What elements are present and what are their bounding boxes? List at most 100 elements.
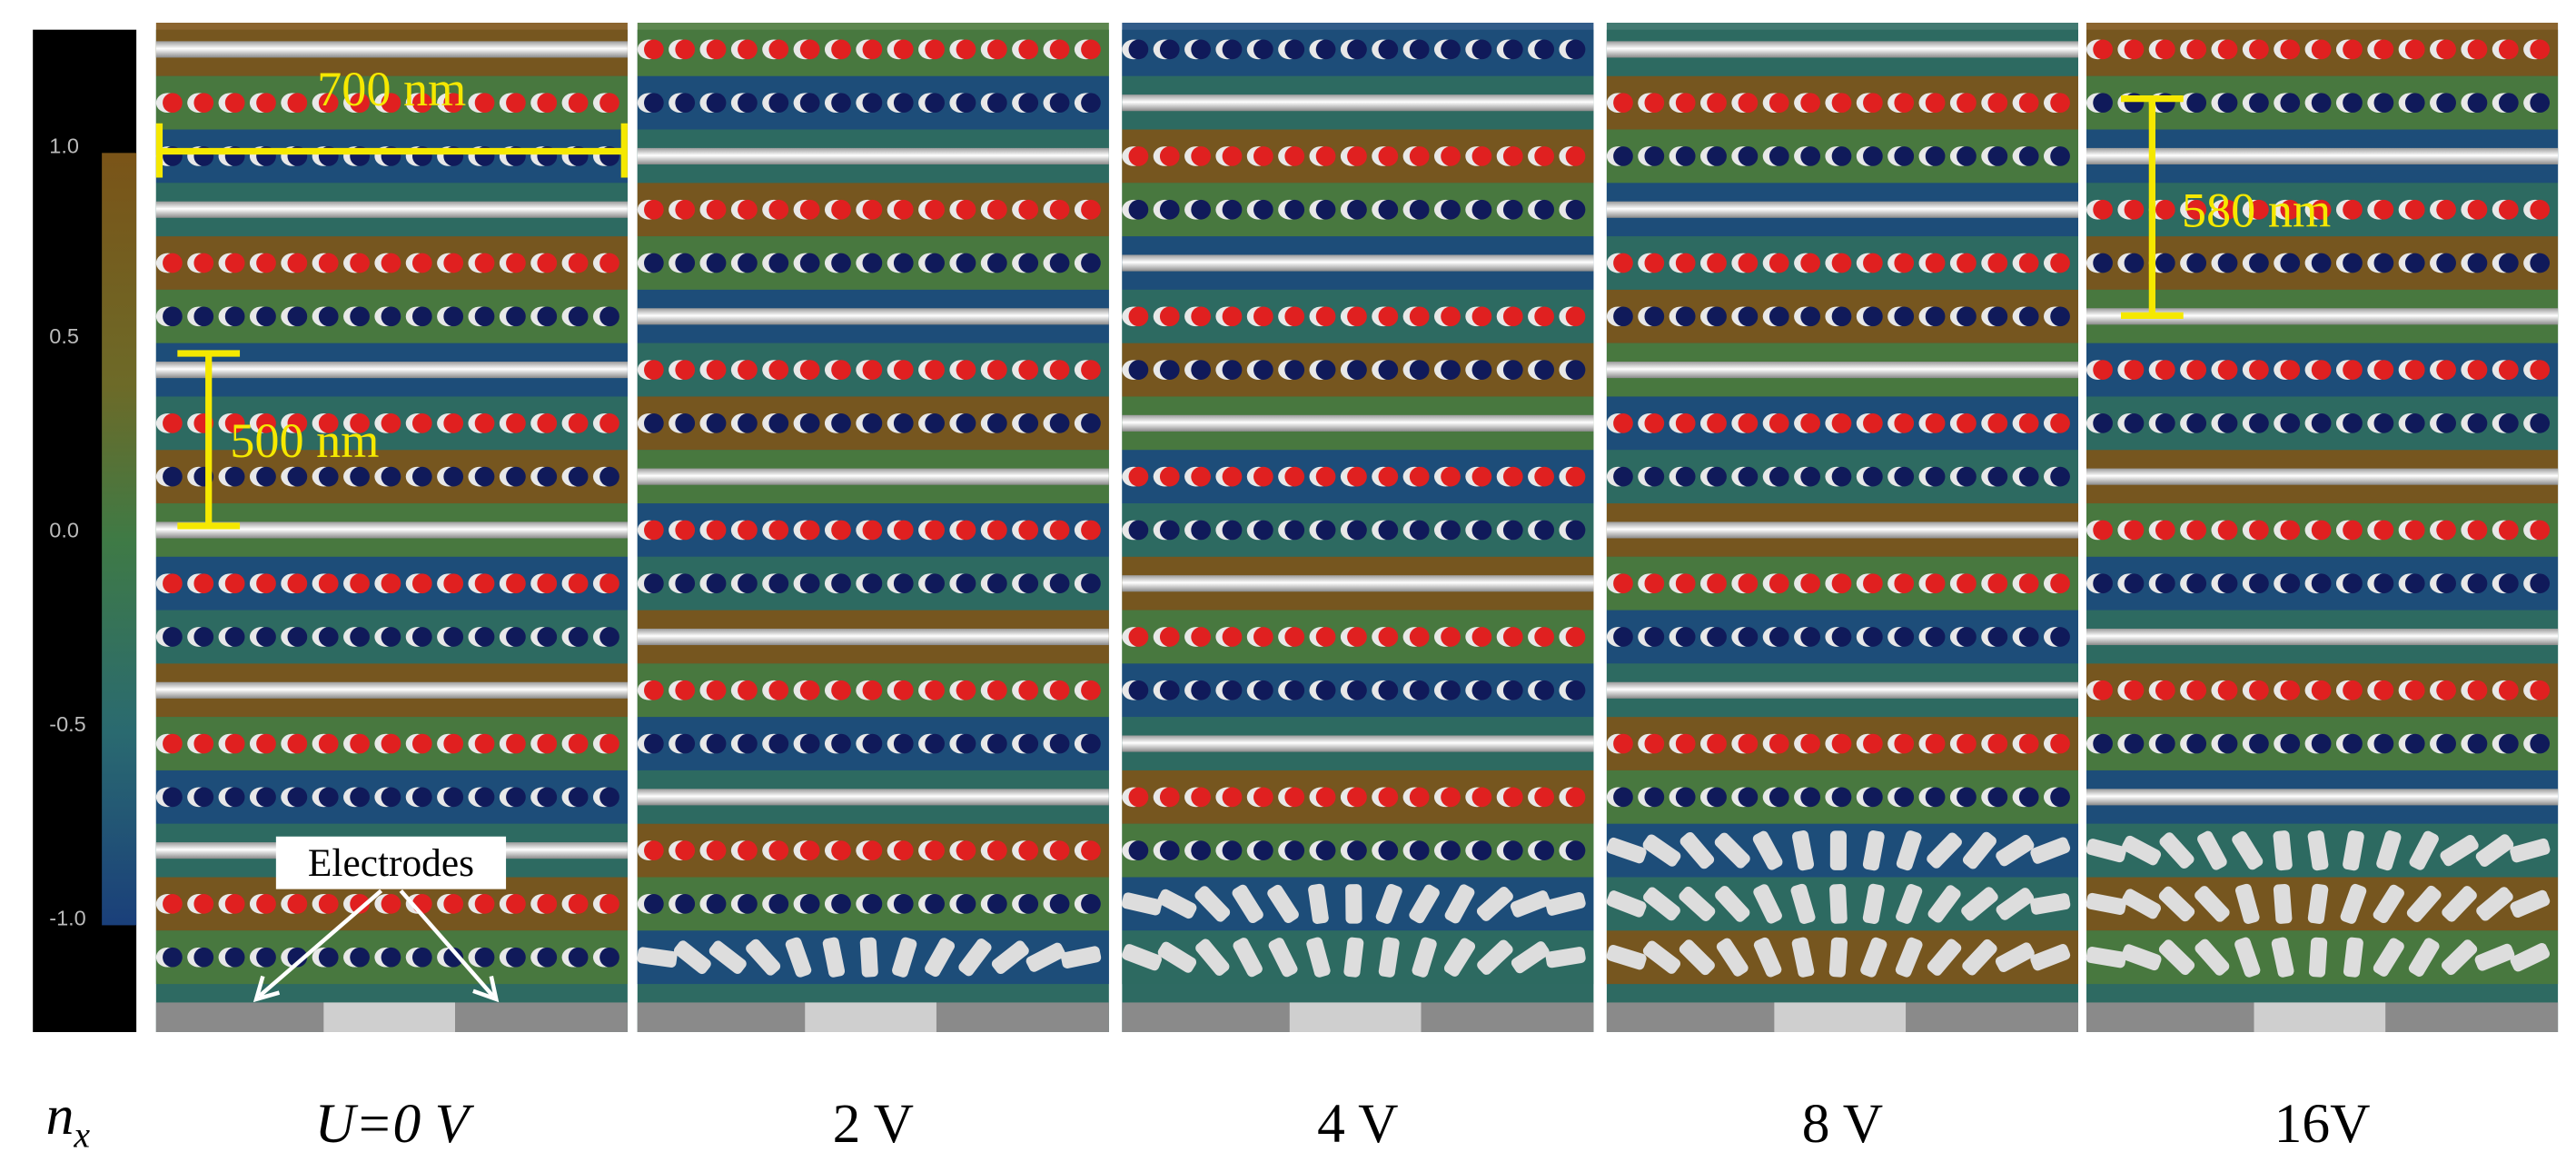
panel-labels: U=0 V 2 V 4 V 8 V 16V bbox=[315, 1093, 2371, 1155]
rod-end bbox=[1049, 840, 1070, 860]
rod-end bbox=[1409, 680, 1430, 700]
rod-end bbox=[675, 573, 696, 594]
rod-end bbox=[831, 93, 851, 114]
rod-end bbox=[1534, 360, 1555, 380]
rod-end bbox=[987, 520, 1007, 541]
rod-end bbox=[2530, 413, 2551, 433]
rod-end bbox=[568, 947, 589, 968]
rod-end bbox=[768, 733, 789, 754]
rod-end bbox=[163, 306, 183, 327]
rod-end bbox=[224, 93, 245, 114]
rod-end bbox=[1769, 306, 1789, 327]
rod-end bbox=[1502, 146, 1523, 166]
rod-end bbox=[1613, 306, 1633, 327]
rod-end bbox=[506, 894, 526, 914]
rod-end bbox=[1502, 360, 1523, 380]
rod-end bbox=[2249, 360, 2269, 380]
rod-end bbox=[193, 787, 214, 808]
rod-end bbox=[956, 840, 976, 860]
rod-end bbox=[1565, 520, 1586, 541]
rod-end bbox=[381, 894, 401, 914]
rod-end bbox=[2280, 680, 2301, 700]
tilted-rod bbox=[1962, 939, 1997, 976]
rod-end bbox=[2311, 680, 2332, 700]
rod-end bbox=[1018, 573, 1039, 594]
rod-end bbox=[893, 39, 914, 60]
tilted-rod bbox=[2234, 937, 2261, 978]
rod-row bbox=[1122, 735, 1594, 752]
rod-end bbox=[1128, 306, 1149, 327]
rod-end bbox=[1957, 306, 1977, 327]
rod-end bbox=[1987, 306, 2008, 327]
rod-end bbox=[2217, 680, 2238, 700]
tilted-rod bbox=[1679, 831, 1715, 869]
rod-end bbox=[2373, 93, 2394, 114]
rod-end bbox=[1800, 306, 1821, 327]
rod-end bbox=[1409, 199, 1430, 220]
rod-end bbox=[287, 573, 308, 594]
rod-end bbox=[2249, 573, 2269, 594]
tilted-rod bbox=[925, 938, 956, 978]
rod-end bbox=[1675, 146, 1696, 166]
rod-end bbox=[287, 947, 308, 968]
rod-end bbox=[1957, 627, 1977, 647]
rod-end bbox=[1707, 466, 1727, 487]
rod-end bbox=[1987, 627, 2008, 647]
panel-label: U=0 V bbox=[315, 1093, 475, 1155]
tilted-rod bbox=[637, 947, 678, 968]
rod-end bbox=[956, 360, 976, 380]
tilted-rod bbox=[1606, 837, 1647, 864]
rod-end bbox=[2217, 253, 2238, 273]
rod-end bbox=[1738, 306, 1759, 327]
rod-end bbox=[350, 573, 370, 594]
tilted-rod bbox=[1343, 937, 1364, 978]
rod-end bbox=[1441, 306, 1461, 327]
rod-end bbox=[1441, 199, 1461, 220]
tilted-rod bbox=[1121, 892, 1163, 916]
rod-end bbox=[1707, 93, 1727, 114]
rod-end bbox=[1471, 199, 1492, 220]
rod-end bbox=[1534, 466, 1555, 487]
rod-end bbox=[2249, 733, 2269, 754]
rod-end bbox=[893, 680, 914, 700]
tilted-rod bbox=[1790, 883, 1816, 924]
rod-end bbox=[956, 93, 976, 114]
rod-end bbox=[568, 627, 589, 647]
rod-row bbox=[637, 147, 1109, 165]
tilted-rod bbox=[1308, 883, 1329, 924]
rod-end bbox=[2404, 360, 2425, 380]
rod-end bbox=[2467, 360, 2488, 380]
rod-end bbox=[1315, 787, 1336, 808]
rod-end bbox=[1159, 199, 1180, 220]
rod-end bbox=[2436, 573, 2456, 594]
rod-end bbox=[1347, 520, 1367, 541]
electrode bbox=[805, 1002, 936, 1032]
rod-end bbox=[599, 413, 619, 433]
rod-end bbox=[1081, 413, 1101, 433]
rod-row bbox=[637, 789, 1109, 806]
rod-end bbox=[2530, 360, 2551, 380]
rod-end bbox=[1128, 39, 1149, 60]
tilted-rod bbox=[1896, 883, 1923, 924]
rod-end bbox=[675, 253, 696, 273]
rod-end bbox=[411, 413, 432, 433]
rod-end bbox=[1128, 680, 1149, 700]
rod-end bbox=[1284, 306, 1305, 327]
rod-end bbox=[506, 413, 526, 433]
rod-end bbox=[2280, 573, 2301, 594]
rod-end bbox=[1471, 360, 1492, 380]
rod-end bbox=[799, 253, 820, 273]
rod-end bbox=[2436, 253, 2456, 273]
rod-end bbox=[2530, 39, 2551, 60]
rod-end bbox=[2436, 360, 2456, 380]
rod-end bbox=[1644, 627, 1665, 647]
tilted-rod bbox=[2308, 937, 2328, 978]
rod-end bbox=[1378, 306, 1399, 327]
rod-end bbox=[675, 360, 696, 380]
rod-end bbox=[738, 253, 758, 273]
rod-end bbox=[2311, 39, 2332, 60]
rod-end bbox=[537, 253, 558, 273]
rod-end bbox=[193, 253, 214, 273]
electrodes-label: Electrodes bbox=[308, 841, 474, 885]
